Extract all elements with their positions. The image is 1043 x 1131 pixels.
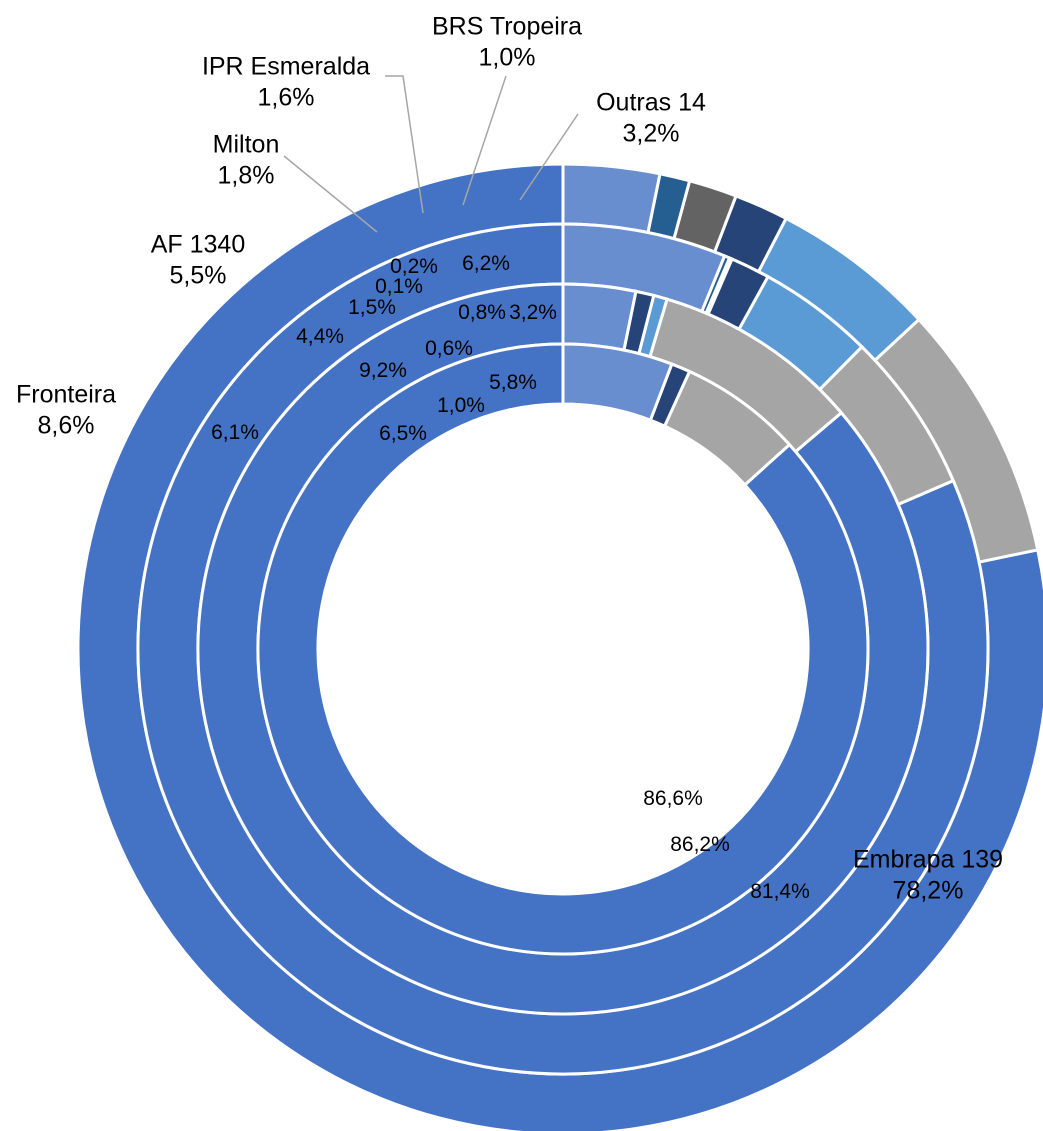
ring-2-label-outras-14: 6,2% [462, 252, 510, 275]
ring-1-label-ipr-esmeralda: IPR Esmeralda 1,6% [202, 53, 370, 112]
leader-line-ipr-esmeralda [385, 75, 424, 214]
ring-2-label-ipr-esmeralda: 0,1% [375, 275, 423, 298]
ring-1-label-embrapa-139: Embrapa 139 78,2% [853, 846, 1003, 905]
leader-line-brs-tropeira [462, 75, 507, 206]
ring-1-label-outras-14: Outras 14 3,2% [596, 89, 706, 148]
chart-rings [76, 162, 1043, 1131]
ring-1-label-milton: Milton 1,8% [213, 131, 280, 190]
ring-4-label-milton: 1,0% [437, 394, 485, 417]
ring-4-slice-fronteira [662, 369, 792, 487]
ring-2-label-af-1340: 4,4% [296, 325, 344, 348]
ring-3-label-fronteira: 9,2% [359, 359, 407, 382]
ring-3-slice-outras-14 [561, 282, 638, 352]
ring-2-label-brs-tropeira: 0,2% [390, 255, 438, 278]
ring-2-label-fronteira: 6,1% [211, 421, 259, 444]
ring-3-label-milton: 0,8% [458, 301, 506, 324]
leader-lines [283, 75, 579, 233]
data-labels: Embrapa 139 78,2% Fronteira 8,6% AF 1340 5,5%… [16, 13, 1003, 905]
ring-3-label-outras-14: 3,2% [509, 301, 557, 324]
ring-2-label-milton: 1,5% [348, 296, 396, 319]
ring-1-slice-outras-14 [561, 162, 662, 235]
leader-line-outras-14 [519, 113, 579, 201]
ring-4-label-outras-14: 5,8% [489, 371, 537, 394]
ring-4-label-fronteira: 6,5% [379, 422, 427, 445]
ring-1-label-af-1340: AF 1340 5,5% [151, 231, 246, 290]
ring-2-label-embrapa-139: 81,4% [750, 880, 810, 903]
ring-3-label-af-1340: 0,6% [425, 337, 473, 360]
ring-4-label-embrapa-139: 86,6% [643, 787, 703, 810]
ring-4-slice-embrapa-139 [256, 342, 870, 956]
ring-3-label-embrapa-139: 86,2% [670, 833, 730, 856]
leader-line-milton [283, 155, 378, 233]
ring-4-slice-outras-14 [561, 342, 674, 423]
ring-1-label-brs-tropeira: BRS Tropeira 1,0% [432, 13, 582, 72]
ring-1-label-fronteira: Fronteira 8,6% [16, 381, 116, 440]
